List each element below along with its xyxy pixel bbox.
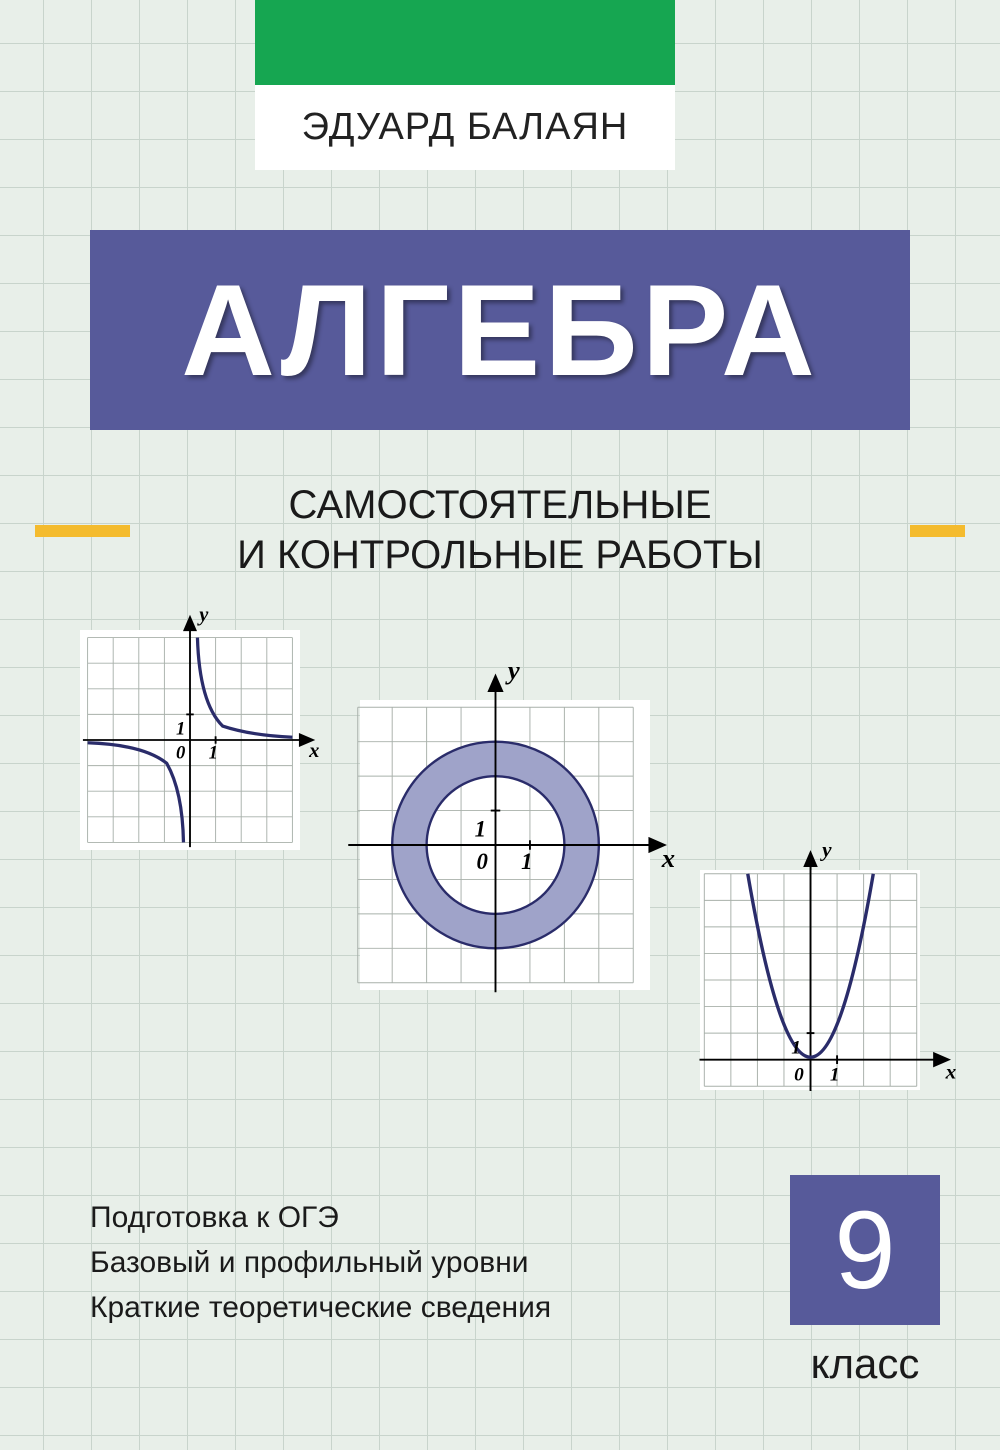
subtitle: САМОСТОЯТЕЛЬНЫЕ И КОНТРОЛЬНЫЕ РАБОТЫ [0,480,1000,580]
grade-label: класс [790,1340,940,1388]
title-box: АЛГЕБРА [90,230,910,430]
subtitle-line2: И КОНТРОЛЬНЫЕ РАБОТЫ [237,533,763,577]
y-axis-label: y [196,605,209,626]
x-axis-label: x [661,843,675,873]
bullet-1: Подготовка к ОГЭ [90,1195,551,1240]
title-text: АЛГЕБРА [181,255,819,405]
tick-one-y: 1 [791,1037,801,1058]
bullet-3: Краткие теоретические сведения [90,1285,551,1330]
y-axis-label: y [819,840,832,861]
tick-one-x: 1 [209,743,218,764]
author-box: ЭДУАРД БАЛАЯН [255,85,675,170]
tick-one-y: 1 [475,816,486,841]
tick-zero: 0 [794,1064,804,1085]
y-axis-label: y [505,655,520,685]
grade-box: 9 [790,1175,940,1325]
x-axis-label: x [945,1059,957,1083]
tick-zero: 0 [477,849,488,874]
graph-hyperbola: 1 1 0 y x [80,630,300,850]
subtitle-line1: САМОСТОЯТЕЛЬНЫЕ [288,483,711,527]
tick-zero: 0 [176,743,185,764]
graph-parabola: 1 1 0 y x [700,870,920,1090]
bullet-2: Базовый и профильный уровни [90,1240,551,1285]
grade-number: 9 [834,1187,895,1314]
author-name: ЭДУАРД БАЛАЯН [302,106,629,149]
tick-one-y: 1 [176,718,185,739]
book-cover: ЭДУАРД БАЛАЯН АЛГЕБРА САМОСТОЯТЕЛЬНЫЕ И … [0,0,1000,1450]
bullet-list: Подготовка к ОГЭ Базовый и профильный ур… [90,1195,551,1330]
top-green-bar [255,0,675,85]
tick-one-x: 1 [521,849,532,874]
graph-annulus: 1 1 0 y x [360,700,650,990]
tick-one-x: 1 [830,1064,840,1085]
